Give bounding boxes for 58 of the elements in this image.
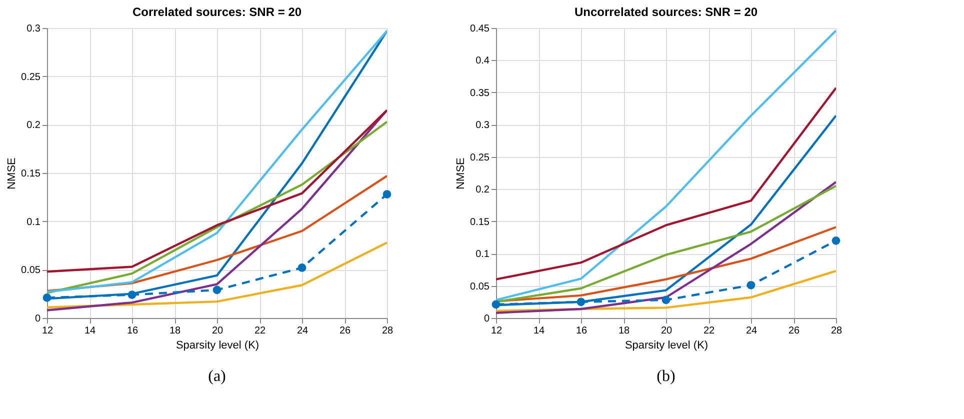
line-series: [47, 242, 387, 308]
y-tick-label: 0.05: [470, 281, 490, 292]
chart-title: Correlated sources: SNR = 20: [132, 5, 302, 19]
x-axis-title: Sparsity level (K): [176, 340, 260, 352]
y-tick-label: 0.3: [476, 120, 490, 132]
y-tick-label: 0.35: [470, 88, 490, 99]
y-tick-label: 0.2: [476, 184, 490, 196]
y-axis-title: NMSE: [6, 158, 18, 190]
y-tick-label: 0: [34, 314, 41, 324]
x-tick-label: 12: [490, 326, 502, 336]
chart-title: Uncorrelated sources: SNR = 20: [574, 5, 758, 19]
line-series: [47, 109, 387, 273]
line-series: [496, 86, 836, 280]
x-tick-label: 18: [169, 326, 181, 336]
x-tick-label: 24: [746, 326, 758, 336]
x-tick-label: 16: [126, 326, 138, 336]
text: (a): [208, 368, 226, 385]
point: [212, 286, 222, 294]
x-tick-label: 22: [254, 326, 266, 336]
x-tick-label: 26: [339, 326, 351, 336]
x-tick-label: 20: [660, 326, 672, 336]
point: [662, 296, 670, 304]
point: [298, 264, 306, 272]
x-tick-label: 28: [382, 326, 394, 336]
point: [832, 236, 840, 245]
y-tick-label: 0.15: [470, 216, 490, 228]
text: (b): [656, 368, 676, 385]
x-tick-label: 18: [618, 326, 630, 336]
x-tick-label: 14: [533, 326, 545, 336]
point: [492, 300, 500, 309]
y-tick-label: 0.25: [470, 152, 490, 164]
y-tick-label: 0.25: [21, 72, 41, 83]
x-axis-title: Sparsity level (K): [624, 340, 708, 352]
y-tick-label: 0.05: [21, 265, 41, 276]
y-tick-label: 0.4: [476, 56, 490, 67]
y-tick-label: 0.3: [26, 24, 41, 34]
y-tick-label: 0.45: [470, 24, 490, 34]
y-axis-title: NMSE: [455, 158, 468, 190]
point: [128, 290, 136, 299]
point: [382, 190, 392, 198]
y-tick-label: 0.2: [26, 120, 41, 132]
y-tick-label: 0.1: [476, 249, 490, 260]
x-tick-label: 20: [212, 326, 224, 336]
x-tick-label: 22: [703, 326, 715, 336]
y-tick-label: 0: [484, 314, 490, 324]
point: [576, 298, 586, 306]
x-tick-label: 12: [42, 326, 54, 336]
point: [746, 280, 756, 290]
y-tick-label: 0.15: [21, 168, 41, 180]
x-tick-label: 24: [296, 326, 308, 336]
line-series: [496, 270, 836, 312]
x-tick-label: 14: [84, 326, 96, 336]
x-tick-label: 28: [830, 326, 842, 336]
y-tick-label: 0.1: [26, 216, 41, 228]
x-tick-label: 26: [788, 326, 800, 336]
line-series: [47, 174, 387, 292]
x-tick-label: 16: [576, 326, 588, 336]
point: [42, 294, 52, 302]
